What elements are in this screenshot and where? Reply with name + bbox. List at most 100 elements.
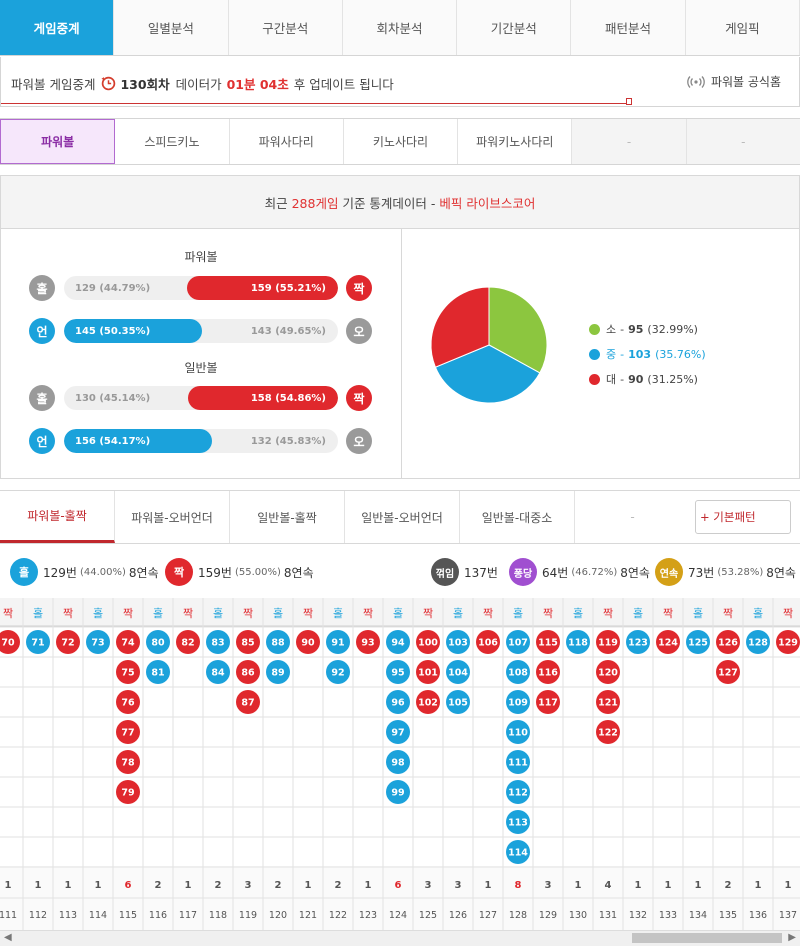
col-round: 133 xyxy=(659,910,677,921)
result-ball-number: 125 xyxy=(688,638,708,649)
col-type-label: 짝 xyxy=(663,607,673,620)
stats-pre: 최근 xyxy=(264,195,288,211)
result-ball xyxy=(0,630,20,654)
col-type-label: 홀 xyxy=(33,607,43,620)
result-ball-number: 105 xyxy=(448,698,468,709)
result-ball-number: 97 xyxy=(391,728,404,739)
scroll-right-icon[interactable]: ▶ xyxy=(788,932,796,943)
odd-summary-count: 129번 xyxy=(43,565,77,580)
tab-nb-overunder[interactable]: 일반볼-오버언더 xyxy=(345,491,460,543)
legend-dot-green xyxy=(589,323,600,335)
result-ball-number: 117 xyxy=(538,698,558,709)
odd-badge: 홀 xyxy=(29,275,55,301)
col-type-label: 홀 xyxy=(633,607,643,620)
odd-summary-streak: 8연속 xyxy=(128,565,159,580)
result-ball-number: 89 xyxy=(271,668,284,679)
col-round: 119 xyxy=(239,910,257,921)
result-ball-number: 109 xyxy=(508,698,528,709)
legend-medium: 중 - 103 (35.76%) xyxy=(589,346,706,362)
col-type-label: 짝 xyxy=(603,607,613,620)
under-badge: 언 xyxy=(29,428,55,454)
result-ball xyxy=(506,780,530,804)
col-round: 113 xyxy=(59,910,77,921)
col-count: 1 xyxy=(5,880,12,891)
over-badge: 오 xyxy=(346,318,372,344)
tab-game-live[interactable]: 게임중계 xyxy=(0,0,115,55)
legend-medium-label: 중 xyxy=(606,348,617,361)
col-round: 128 xyxy=(509,910,527,921)
result-ball xyxy=(236,690,260,714)
tab-nb-oddeven[interactable]: 일반볼-홀짝 xyxy=(230,491,345,543)
horizontal-scrollbar[interactable]: ◀ ▶ xyxy=(0,930,800,946)
grid-header-bg xyxy=(0,598,800,626)
tab-powerball[interactable]: 파워볼 xyxy=(0,119,116,164)
result-ball xyxy=(506,840,530,864)
result-ball xyxy=(206,660,230,684)
result-ball xyxy=(206,630,230,654)
result-ball-number: 128 xyxy=(748,638,768,649)
tab-power-ladder[interactable]: 파워사다리 xyxy=(229,119,344,164)
result-ball-number: 124 xyxy=(658,638,678,649)
summary-bounce: 꺾임 137번 xyxy=(431,558,498,586)
scroll-left-icon[interactable]: ◀ xyxy=(4,932,12,943)
result-ball xyxy=(296,630,320,654)
tab-period-analysis[interactable]: 기간분석 xyxy=(457,0,572,55)
result-ball xyxy=(506,750,530,774)
bounce-summary-count: 137번 xyxy=(464,565,498,580)
result-ball xyxy=(446,690,470,714)
official-home-link[interactable]: 파워볼 공식홈 xyxy=(687,73,781,90)
tab-section-analysis[interactable]: 구간분석 xyxy=(229,0,343,55)
scroll-thumb[interactable] xyxy=(632,933,782,943)
result-ball-number: 113 xyxy=(508,818,528,829)
over-count: 143 (49.65%) xyxy=(250,326,326,337)
tab-empty: - xyxy=(630,510,635,524)
tab-round-analysis[interactable]: 회차분석 xyxy=(343,0,458,55)
result-ball-number: 73 xyxy=(91,638,104,649)
col-round: 116 xyxy=(149,910,167,921)
col-count: 2 xyxy=(335,880,342,891)
tab-keno-ladder[interactable]: 키노사다리 xyxy=(343,119,459,164)
result-ball xyxy=(656,630,680,654)
col-round: 126 xyxy=(449,910,467,921)
tab-pattern-analysis[interactable]: 패턴분석 xyxy=(571,0,686,55)
under-bar: 145 (50.35%) xyxy=(64,319,202,343)
result-ball xyxy=(116,660,140,684)
result-ball-number: 75 xyxy=(121,668,134,679)
col-count: 1 xyxy=(65,880,72,891)
legend-small: 소 - 95 (32.99%) xyxy=(589,321,698,337)
legend-large-label: 대 xyxy=(606,373,617,386)
tab-nb-size[interactable]: 일반볼-대중소 xyxy=(460,491,575,543)
tab-power-keno-ladder[interactable]: 파워키노사다리 xyxy=(458,119,573,164)
tab-empty-2: - xyxy=(686,119,800,164)
tab-speed-keno[interactable]: 스피드키노 xyxy=(115,119,230,164)
result-ball xyxy=(386,720,410,744)
result-ball-number: 93 xyxy=(361,638,374,649)
col-count: 1 xyxy=(365,880,372,891)
result-ball-number: 85 xyxy=(241,638,254,649)
result-ball xyxy=(146,630,170,654)
result-ball xyxy=(776,630,800,654)
tab-pb-oddeven[interactable]: 파워볼-홀짝 xyxy=(0,491,115,543)
tab-daily-analysis[interactable]: 일별분석 xyxy=(114,0,229,55)
over-count: 132 (45.83%) xyxy=(250,436,326,447)
consec-summary-streak: 8연속 xyxy=(766,565,796,580)
col-count: 2 xyxy=(155,880,162,891)
result-ball xyxy=(266,660,290,684)
result-ball-number: 100 xyxy=(418,638,438,649)
col-count: 1 xyxy=(635,880,642,891)
result-ball xyxy=(416,630,440,654)
result-ball xyxy=(536,630,560,654)
result-ball xyxy=(56,630,80,654)
result-ball-number: 92 xyxy=(331,668,344,679)
result-ball-number: 103 xyxy=(448,638,468,649)
tab-game-pick[interactable]: 게임픽 xyxy=(686,0,800,55)
pie-slice-1 xyxy=(434,344,541,404)
basic-pattern-button[interactable]: + 기본패턴 xyxy=(695,500,791,534)
col-count: 1 xyxy=(95,880,102,891)
result-ball-number: 88 xyxy=(271,638,285,649)
col-type-label: 짝 xyxy=(243,607,253,620)
result-ball xyxy=(146,660,170,684)
result-ball xyxy=(476,630,500,654)
tab-pb-overunder[interactable]: 파워볼-오버언더 xyxy=(115,491,230,543)
col-type-label: 짝 xyxy=(483,607,493,620)
